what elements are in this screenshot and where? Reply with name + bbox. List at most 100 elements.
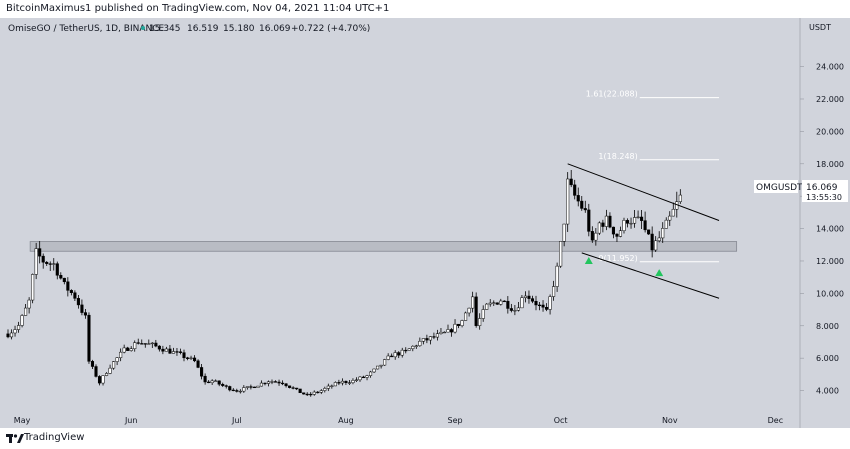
- candle-body: [326, 385, 330, 389]
- candle-body: [242, 387, 246, 392]
- candle-body: [87, 314, 91, 362]
- candle-body: [256, 385, 260, 388]
- fib-level-label-0: 1.61(22.088): [586, 90, 638, 99]
- y-tick-label-1: 22.000: [816, 95, 844, 104]
- candle-body: [661, 228, 665, 239]
- candle-body: [17, 325, 21, 330]
- candle-body: [618, 230, 623, 237]
- candle-body: [207, 381, 211, 384]
- candle-body: [499, 300, 503, 305]
- candle-body: [435, 333, 439, 338]
- candle-body: [425, 338, 429, 341]
- candle-body: [73, 292, 77, 299]
- candle-body: [569, 178, 573, 186]
- candle-body: [252, 386, 256, 389]
- candle-body: [27, 299, 31, 309]
- candle-body: [446, 329, 450, 333]
- candle-body: [608, 215, 612, 228]
- candle-body: [175, 351, 179, 353]
- candle-body: [157, 345, 161, 350]
- footer-brand: TradingView: [24, 432, 85, 443]
- candle-body: [45, 261, 49, 264]
- candle-body: [548, 296, 552, 310]
- support-marker-1: [655, 269, 664, 277]
- candle-body: [337, 382, 341, 384]
- candle-body: [59, 275, 63, 279]
- candle-body: [189, 357, 193, 359]
- candle-body: [83, 312, 87, 316]
- time-axis-background: [0, 410, 800, 428]
- candle-body: [154, 342, 158, 347]
- candle-body: [650, 233, 654, 251]
- x-tick-label-1: Jun: [124, 416, 138, 425]
- candle-body: [552, 286, 556, 297]
- candle-body: [566, 178, 570, 225]
- candle-body: [221, 384, 225, 386]
- candle-body: [576, 195, 580, 202]
- candle-body: [228, 386, 232, 391]
- channel-upper-line: [567, 163, 720, 221]
- candle-body: [622, 220, 626, 231]
- candle-body: [203, 375, 207, 383]
- candle-body: [122, 347, 126, 353]
- last-price-badge: OMGUSDT 16.069 13:55:30: [754, 180, 848, 202]
- ohlc-change: +0.722 (+4.70%): [291, 24, 370, 34]
- candle-body: [471, 296, 475, 309]
- candle-body: [182, 352, 186, 359]
- candle-body: [126, 347, 130, 351]
- candle-body: [365, 375, 369, 378]
- candle-body: [66, 281, 70, 291]
- candle-body: [217, 380, 221, 385]
- candle-body: [31, 274, 35, 301]
- candle-body: [393, 352, 397, 358]
- candle-body: [418, 340, 422, 347]
- candle-body: [442, 331, 447, 334]
- candle-body: [171, 351, 175, 354]
- candle-body: [298, 388, 302, 394]
- price-chart[interactable]: 24.00022.00020.00018.00016.00014.00012.0…: [0, 18, 850, 428]
- candle-body: [224, 385, 228, 387]
- candle-body: [347, 382, 351, 384]
- fib-level-label-2: 0(11.952): [598, 254, 637, 263]
- chart-background: [0, 18, 850, 410]
- channel-lower-line: [581, 252, 720, 299]
- candle-body: [400, 349, 404, 356]
- candle-body: [520, 297, 524, 309]
- candle-body: [309, 393, 313, 396]
- candle-body: [354, 379, 359, 381]
- candle-body: [323, 388, 327, 391]
- candle-body: [344, 380, 348, 383]
- y-tick-label-8: 8.000: [816, 322, 839, 331]
- candle-body: [439, 331, 443, 334]
- price-axis-background: [800, 18, 850, 428]
- candle-body: [178, 351, 183, 353]
- candle-body: [316, 391, 320, 394]
- candle-body: [312, 391, 316, 395]
- candle-body: [390, 355, 394, 358]
- last-price-text: 16.069: [806, 183, 838, 193]
- candle-body: [530, 298, 535, 302]
- candle-body: [295, 387, 299, 390]
- candle-body: [41, 255, 45, 263]
- candle-body: [277, 381, 281, 384]
- candle-body: [369, 371, 373, 376]
- candle-body: [238, 390, 242, 393]
- candle-body: [372, 368, 376, 373]
- candle-body: [488, 302, 492, 305]
- candle-body: [34, 248, 38, 275]
- footer-bar: TradingView: [0, 428, 850, 449]
- candle-body: [284, 383, 288, 387]
- candle-body: [545, 306, 549, 310]
- tradingview-logo-icon: [6, 434, 24, 443]
- candle-body: [625, 220, 630, 224]
- candle-body: [281, 382, 285, 385]
- y-tick-label-10: 4.000: [816, 387, 839, 396]
- candle-body: [119, 351, 123, 358]
- publisher-bar: BitcoinMaximus1 published on TradingView…: [0, 0, 850, 18]
- candle-body: [133, 342, 137, 349]
- candle-body: [678, 194, 682, 202]
- candle-body: [62, 277, 66, 283]
- ohlc-close: 16.069: [259, 24, 291, 34]
- candle-body: [288, 385, 292, 388]
- candle-body: [604, 215, 608, 227]
